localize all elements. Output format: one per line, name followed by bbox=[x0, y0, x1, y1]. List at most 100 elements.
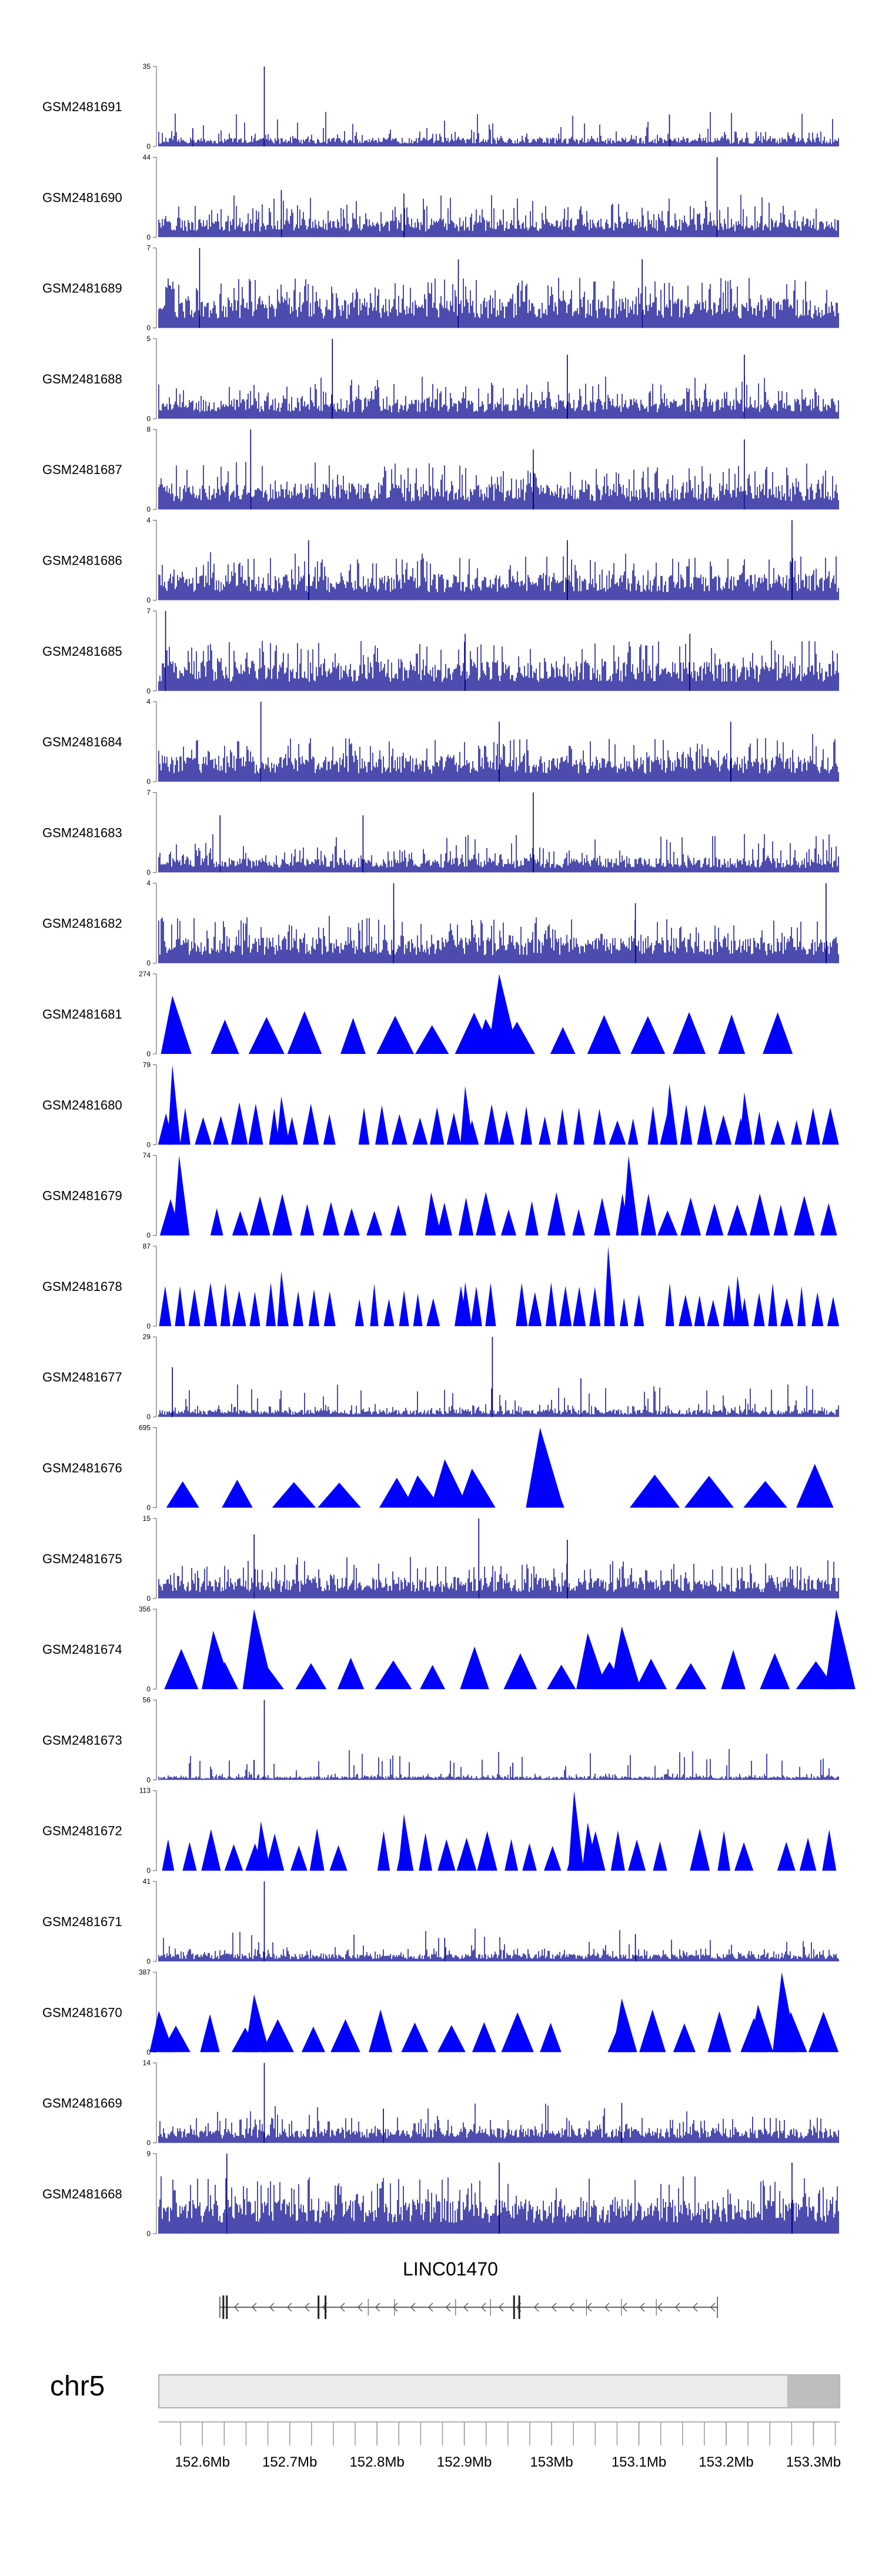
peak bbox=[594, 1197, 610, 1236]
peak bbox=[309, 1828, 325, 1871]
track-y-min-label: 0 bbox=[146, 324, 151, 332]
peak bbox=[630, 1016, 666, 1054]
peak bbox=[391, 1114, 407, 1145]
peak bbox=[647, 1106, 659, 1145]
peak-major bbox=[824, 1609, 856, 1690]
peak bbox=[760, 1653, 790, 1690]
peak bbox=[210, 1208, 223, 1236]
axis-tick-label: 152.6Mb bbox=[175, 2454, 230, 2470]
peak-major bbox=[277, 1271, 288, 1326]
peak bbox=[162, 1839, 175, 1871]
peak bbox=[419, 1833, 432, 1871]
strand-arrow bbox=[392, 2303, 398, 2312]
track-y-min-label: 0 bbox=[146, 1232, 151, 1240]
track-GSM2481671: GSM2481671 41 0 bbox=[42, 1877, 839, 1966]
track-y-min-label: 0 bbox=[146, 1867, 151, 1875]
track-y-min-label: 0 bbox=[146, 959, 151, 967]
peak bbox=[544, 1846, 562, 1871]
peak bbox=[675, 1663, 707, 1690]
peak bbox=[540, 2023, 562, 2053]
track-y-min-label: 0 bbox=[146, 1776, 151, 1784]
peak bbox=[811, 1292, 824, 1326]
strand-arrow bbox=[657, 2303, 663, 2312]
peak-major bbox=[276, 1096, 290, 1145]
peak-triangles bbox=[158, 1065, 839, 1145]
peak bbox=[707, 1300, 720, 1326]
peak bbox=[308, 1289, 320, 1326]
peak-major bbox=[772, 1972, 797, 2053]
peak bbox=[201, 1829, 221, 1871]
track-label: GSM2481674 bbox=[42, 1642, 122, 1657]
track-y-axis: 40 bbox=[146, 516, 157, 605]
ideogram-track: chr5 bbox=[50, 2371, 840, 2408]
track-y-min-label: 0 bbox=[146, 1685, 151, 1693]
peak bbox=[437, 2025, 466, 2053]
peak bbox=[573, 1107, 585, 1145]
track-y-max-label: 113 bbox=[139, 1787, 151, 1795]
peak bbox=[224, 1844, 243, 1871]
strand-arrow bbox=[569, 2303, 574, 2312]
peak bbox=[808, 2011, 839, 2053]
peak-major bbox=[610, 1626, 642, 1690]
gene-exon bbox=[318, 2295, 320, 2319]
track-y-max-label: 356 bbox=[139, 1605, 151, 1613]
peak bbox=[293, 1291, 303, 1326]
peak bbox=[287, 1011, 322, 1054]
peak bbox=[528, 1292, 542, 1326]
peak bbox=[420, 1664, 446, 1690]
track-y-max-label: 4 bbox=[146, 879, 151, 887]
track-y-min-label: 0 bbox=[146, 1413, 151, 1421]
peak bbox=[734, 1842, 754, 1871]
peak bbox=[211, 1019, 239, 1054]
peak bbox=[182, 1841, 197, 1871]
track-y-min-label: 0 bbox=[146, 687, 151, 695]
peak bbox=[340, 1017, 366, 1054]
strand-arrow bbox=[533, 2303, 539, 2312]
peak-major bbox=[568, 1790, 584, 1871]
track-label: GSM2481670 bbox=[42, 2005, 122, 2020]
peak bbox=[200, 2014, 220, 2053]
peak bbox=[265, 1833, 285, 1871]
peak bbox=[272, 1481, 316, 1508]
peak bbox=[166, 1481, 199, 1508]
track-y-min-label: 0 bbox=[146, 415, 151, 423]
peak bbox=[516, 1283, 528, 1326]
peak bbox=[337, 1657, 365, 1690]
gene-track: LINC01470 bbox=[219, 2258, 718, 2319]
track-y-min-label: 0 bbox=[146, 1594, 151, 1603]
axis-tick-label: 152.9Mb bbox=[437, 2454, 492, 2470]
track-y-max-label: 56 bbox=[143, 1696, 151, 1704]
track-y-min-label: 0 bbox=[146, 778, 151, 786]
peak bbox=[635, 1659, 667, 1690]
track-GSM2481690: GSM2481690 44 0 bbox=[42, 153, 839, 241]
track-GSM2481680: GSM2481680 79 0 bbox=[42, 1060, 839, 1149]
peak bbox=[773, 1204, 788, 1236]
strand-arrow bbox=[251, 2303, 257, 2312]
peak bbox=[180, 1107, 191, 1145]
peak bbox=[323, 1291, 336, 1326]
axis-tick-label: 152.7Mb bbox=[262, 2454, 317, 2470]
track-y-axis: 80 bbox=[146, 425, 157, 513]
track-y-min-label: 0 bbox=[146, 142, 151, 151]
peak bbox=[633, 1294, 644, 1326]
peak bbox=[727, 1204, 748, 1236]
track-label: GSM2481688 bbox=[42, 372, 122, 386]
track-y-max-label: 4 bbox=[146, 698, 151, 706]
peak bbox=[261, 2019, 294, 2053]
track-y-max-label: 74 bbox=[143, 1152, 151, 1160]
track-y-max-label: 695 bbox=[139, 1424, 151, 1432]
track-y-max-label: 35 bbox=[143, 62, 151, 71]
peak bbox=[477, 1831, 497, 1871]
peak bbox=[248, 1017, 285, 1054]
peak-triangles bbox=[164, 1609, 856, 1690]
track-GSM2481678: GSM2481678 87 0 bbox=[42, 1242, 840, 1330]
peak bbox=[375, 1660, 412, 1690]
track-y-min-label: 0 bbox=[146, 2230, 151, 2238]
peak bbox=[472, 2022, 496, 2053]
peak bbox=[369, 2009, 393, 2053]
peak bbox=[715, 1115, 732, 1145]
